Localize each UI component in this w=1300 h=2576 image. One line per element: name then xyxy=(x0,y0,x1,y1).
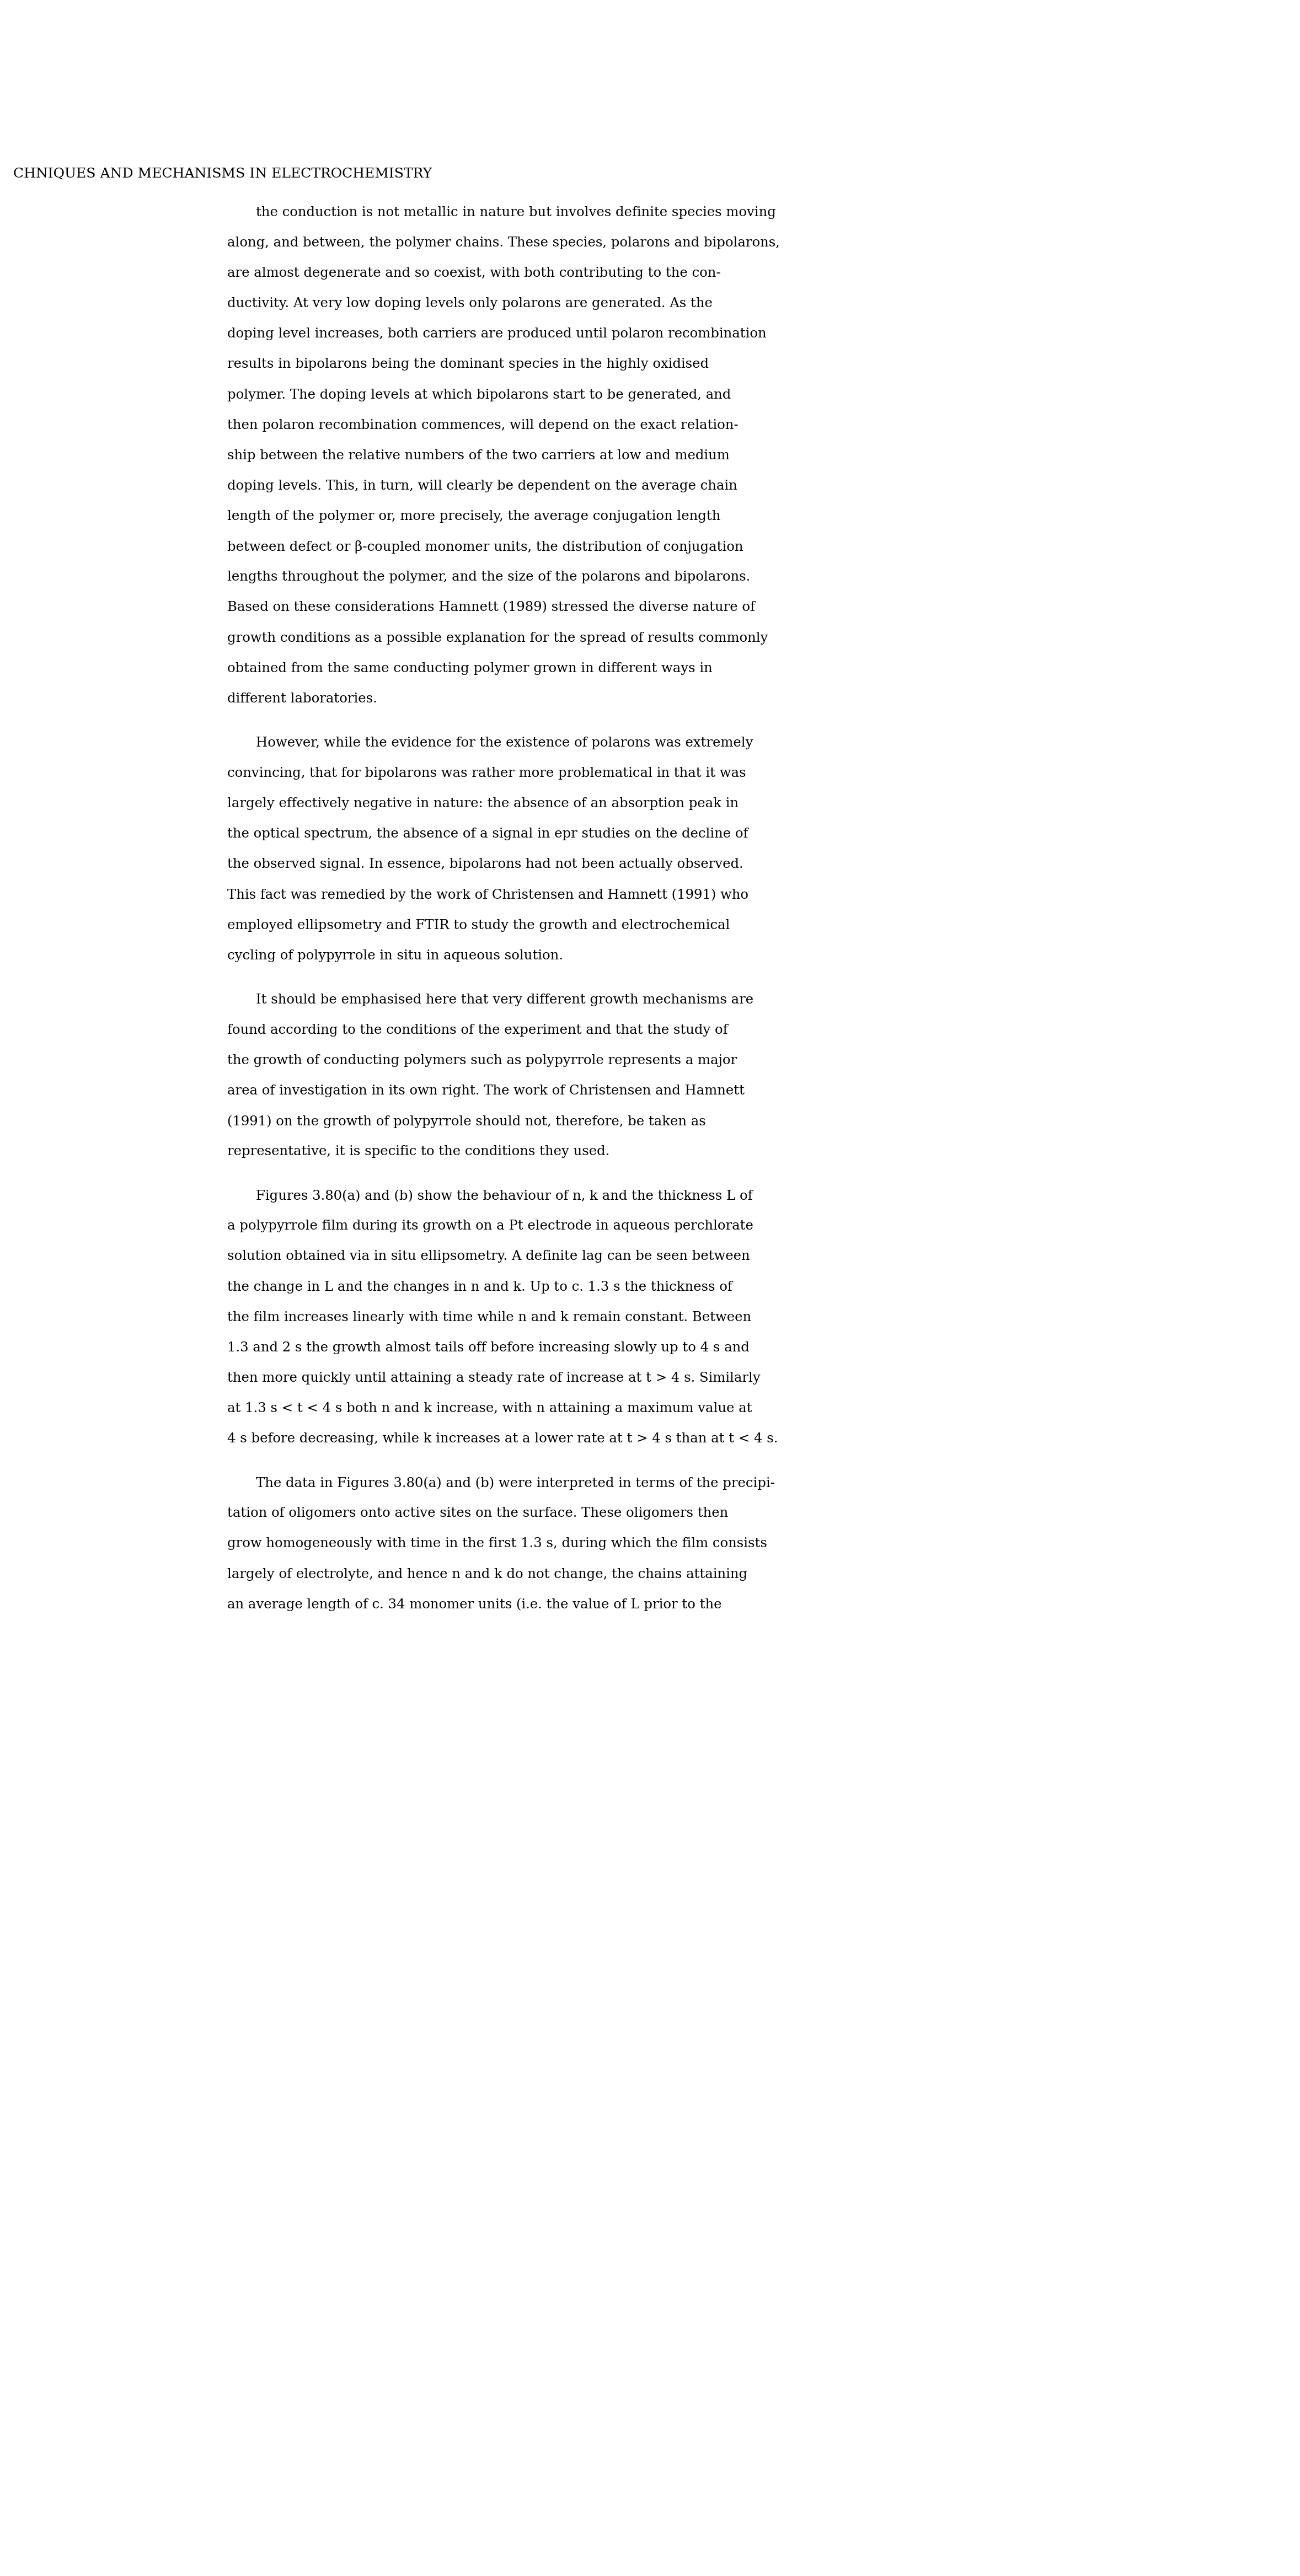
Text: It should be emphasised here that very different growth mechanisms are: It should be emphasised here that very d… xyxy=(256,994,754,1007)
Text: CHNIQUES AND MECHANISMS IN ELECTROCHEMISTRY: CHNIQUES AND MECHANISMS IN ELECTROCHEMIS… xyxy=(13,167,432,180)
Text: doping levels. This, in turn, will clearly be dependent on the average chain: doping levels. This, in turn, will clear… xyxy=(227,479,737,492)
Text: convincing, that for bipolarons was rather more problematical in that it was: convincing, that for bipolarons was rath… xyxy=(227,768,746,781)
Text: Figures 3.80(a) and (b) show the behaviour of n, k and the thickness L of: Figures 3.80(a) and (b) show the behavio… xyxy=(256,1190,753,1203)
Text: the conduction is not metallic in nature but involves definite species moving: the conduction is not metallic in nature… xyxy=(256,206,776,219)
Text: obtained from the same conducting polymer grown in different ways in: obtained from the same conducting polyme… xyxy=(227,662,712,675)
Text: However, while the evidence for the existence of polarons was extremely: However, while the evidence for the exis… xyxy=(256,737,753,750)
Text: along, and between, the polymer chains. These species, polarons and bipolarons,: along, and between, the polymer chains. … xyxy=(227,237,780,250)
Text: are almost degenerate and so coexist, with both contributing to the con-: are almost degenerate and so coexist, wi… xyxy=(227,268,722,281)
Text: employed ellipsometry and FTIR to study the growth and electrochemical: employed ellipsometry and FTIR to study … xyxy=(227,920,731,933)
Text: largely effectively negative in nature: the absence of an absorption peak in: largely effectively negative in nature: … xyxy=(227,799,738,809)
Text: polymer. The doping levels at which bipolarons start to be generated, and: polymer. The doping levels at which bipo… xyxy=(227,389,731,402)
Text: 1.3 and 2 s the growth almost tails off before increasing slowly up to 4 s and: 1.3 and 2 s the growth almost tails off … xyxy=(227,1342,750,1355)
Text: solution obtained via in situ ellipsometry. A definite lag can be seen between: solution obtained via in situ ellipsomet… xyxy=(227,1249,750,1262)
Text: the optical spectrum, the absence of a signal in epr studies on the decline of: the optical spectrum, the absence of a s… xyxy=(227,827,749,840)
Text: the film increases linearly with time while n and k remain constant. Between: the film increases linearly with time wh… xyxy=(227,1311,751,1324)
Text: then more quickly until attaining a steady rate of increase at t > 4 s. Similarl: then more quickly until attaining a stea… xyxy=(227,1373,760,1383)
Text: between defect or β-coupled monomer units, the distribution of conjugation: between defect or β-coupled monomer unit… xyxy=(227,541,744,554)
Text: an average length of c. 34 monomer units (i.e. the value of L prior to the: an average length of c. 34 monomer units… xyxy=(227,1597,722,1610)
Text: (1991) on the growth of polypyrrole should not, therefore, be taken as: (1991) on the growth of polypyrrole shou… xyxy=(227,1115,706,1128)
Text: 4 s before decreasing, while k increases at a lower rate at t > 4 s than at t < : 4 s before decreasing, while k increases… xyxy=(227,1432,779,1445)
Text: ductivity. At very low doping levels only polarons are generated. As the: ductivity. At very low doping levels onl… xyxy=(227,296,712,309)
Text: cycling of polypyrrole in situ in aqueous solution.: cycling of polypyrrole in situ in aqueou… xyxy=(227,951,563,961)
Text: the change in L and the changes in n and k. Up to c. 1.3 s the thickness of: the change in L and the changes in n and… xyxy=(227,1280,733,1293)
Text: doping level increases, both carriers are produced until polaron recombination: doping level increases, both carriers ar… xyxy=(227,327,767,340)
Text: tation of oligomers onto active sites on the surface. These oligomers then: tation of oligomers onto active sites on… xyxy=(227,1507,728,1520)
Text: results in bipolarons being the dominant species in the highly oxidised: results in bipolarons being the dominant… xyxy=(227,358,708,371)
Text: growth conditions as a possible explanation for the spread of results commonly: growth conditions as a possible explanat… xyxy=(227,631,768,644)
Text: at 1.3 s < t < 4 s both n and k increase, with n attaining a maximum value at: at 1.3 s < t < 4 s both n and k increase… xyxy=(227,1401,753,1414)
Text: area of investigation in its own right. The work of Christensen and Hamnett: area of investigation in its own right. … xyxy=(227,1084,745,1097)
Text: length of the polymer or, more precisely, the average conjugation length: length of the polymer or, more precisely… xyxy=(227,510,720,523)
Text: ship between the relative numbers of the two carriers at low and medium: ship between the relative numbers of the… xyxy=(227,448,729,461)
Text: This fact was remedied by the work of Christensen and Hamnett (1991) who: This fact was remedied by the work of Ch… xyxy=(227,889,749,902)
Text: grow homogeneously with time in the first 1.3 s, during which the film consists: grow homogeneously with time in the firs… xyxy=(227,1538,767,1551)
Text: largely of electrolyte, and hence n and k do not change, the chains attaining: largely of electrolyte, and hence n and … xyxy=(227,1569,747,1582)
Text: the observed signal. In essence, bipolarons had not been actually observed.: the observed signal. In essence, bipolar… xyxy=(227,858,744,871)
Text: different laboratories.: different laboratories. xyxy=(227,693,377,706)
Text: Based on these considerations Hamnett (1989) stressed the diverse nature of: Based on these considerations Hamnett (1… xyxy=(227,600,755,613)
Text: lengths throughout the polymer, and the size of the polarons and bipolarons.: lengths throughout the polymer, and the … xyxy=(227,572,750,585)
Text: the growth of conducting polymers such as polypyrrole represents a major: the growth of conducting polymers such a… xyxy=(227,1054,737,1066)
Text: representative, it is specific to the conditions they used.: representative, it is specific to the co… xyxy=(227,1146,610,1159)
Text: a polypyrrole film during its growth on a Pt electrode in aqueous perchlorate: a polypyrrole film during its growth on … xyxy=(227,1221,754,1231)
Text: The data in Figures 3.80(a) and (b) were interpreted in terms of the precipi-: The data in Figures 3.80(a) and (b) were… xyxy=(256,1476,775,1489)
Text: then polaron recombination commences, will depend on the exact relation-: then polaron recombination commences, wi… xyxy=(227,420,738,433)
Text: found according to the conditions of the experiment and that the study of: found according to the conditions of the… xyxy=(227,1023,728,1036)
